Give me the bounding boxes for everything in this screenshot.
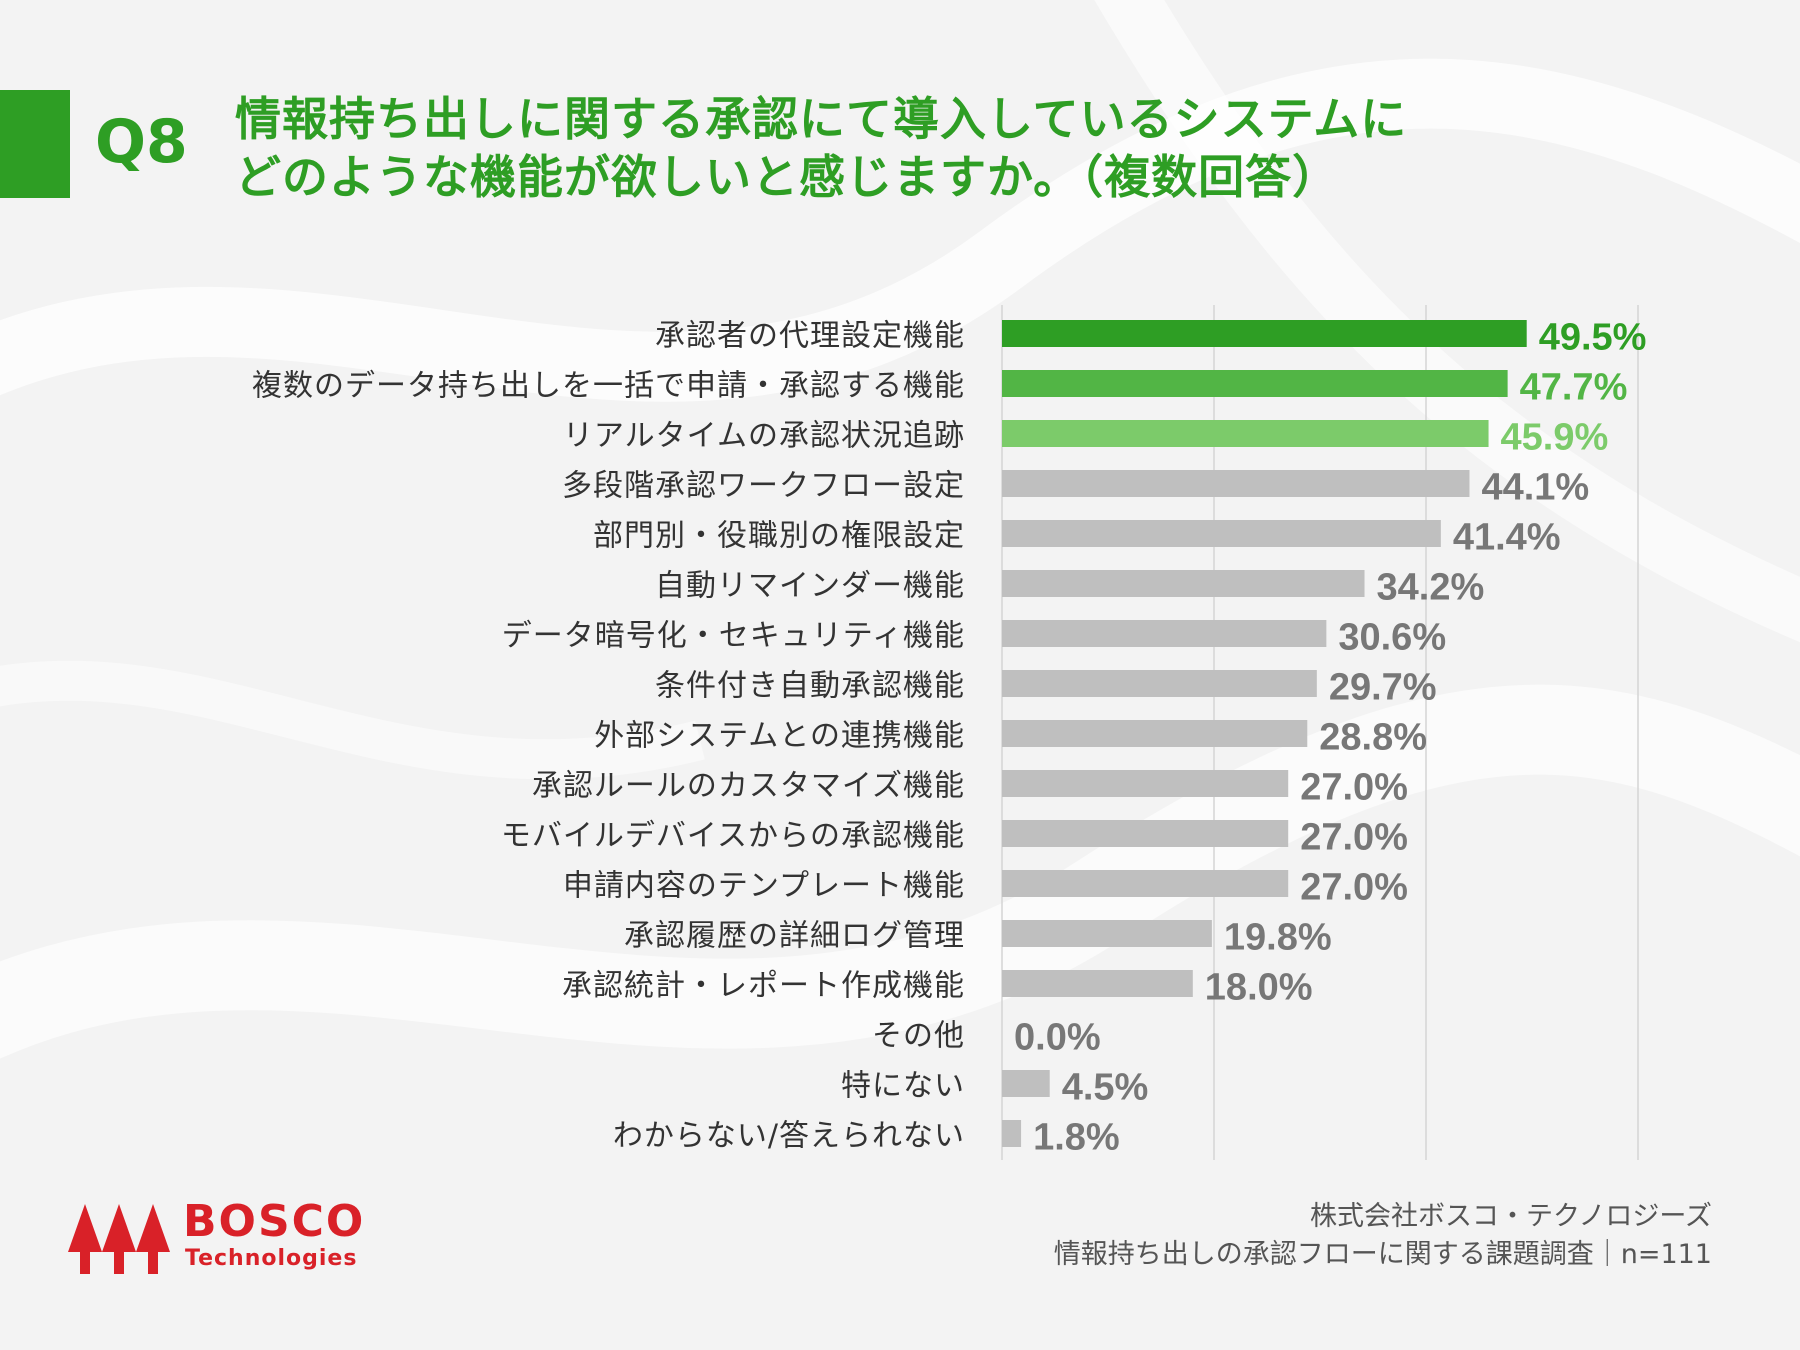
bar [1002,870,1289,897]
bar [1002,570,1365,597]
bar [1002,970,1193,997]
category-label: 承認統計・レポート作成機能 [562,969,965,1004]
bar [1002,520,1441,547]
category-label: 自動リマインダー機能 [655,569,965,604]
title-line-2: どのような機能が欲しいと感じますか。（複数回答） [235,150,1340,204]
footer-source: 株式会社ボスコ・テクノロジーズ 情報持ち出しの承認フローに関する課題調査｜n=1… [1054,1198,1712,1274]
category-labels: 承認者の代理設定機能複数のデータ持ち出しを一括で申請・承認する機能リアルタイムの… [252,319,965,1154]
bars [1002,320,1527,1147]
bar [1002,920,1212,947]
question-accent-block [0,90,70,198]
bar [1002,470,1470,497]
logo-tree-icon [68,1204,170,1274]
title-line-1: 情報持ち出しに関する承認にて導入しているシステムに [235,92,1408,146]
logo-name: BOSCO [183,1196,366,1247]
value-label: 44.1% [1481,467,1589,509]
bar [1002,670,1317,697]
bar [1002,1070,1050,1097]
category-label: わからない/答えられない [613,1119,965,1154]
category-label: その他 [872,1019,965,1054]
bar [1002,320,1527,347]
value-labels: 49.5% 47.7% 45.9% 44.1% 41.4% 34.2% 30.6% 29.7%… [1014,317,1646,1159]
value-label: 49.5% [1539,317,1647,359]
category-label: モバイルデバイスからの承認機能 [501,819,965,854]
value-label: 1.8% [1033,1117,1120,1159]
value-label: 27.0% [1300,867,1408,909]
footer-survey: 情報持ち出しの承認フローに関する課題調査｜n=111 [1053,1239,1712,1270]
category-label: 特にない [841,1069,965,1104]
bar [1002,620,1327,647]
value-label: 0.0% [1014,1017,1101,1059]
category-label: リアルタイムの承認状況追跡 [563,419,965,454]
value-label: 28.8% [1319,717,1427,759]
category-label: 承認者の代理設定機能 [655,319,965,354]
question-number: Q8 [95,107,188,177]
category-label: 部門別・役職別の権限設定 [593,519,965,554]
category-label: 承認履歴の詳細ログ管理 [624,919,965,954]
value-label: 29.7% [1329,667,1437,709]
value-label: 19.8% [1224,917,1332,959]
value-label: 45.9% [1501,417,1609,459]
value-label: 34.2% [1377,567,1485,609]
bar [1002,1120,1022,1147]
category-label: 申請内容のテンプレート機能 [563,869,965,904]
bar [1002,420,1489,447]
value-label: 47.7% [1520,367,1628,409]
bar [1002,370,1508,397]
value-label: 27.0% [1300,767,1408,809]
value-label: 18.0% [1205,967,1313,1009]
bar [1002,720,1308,747]
value-label: 41.4% [1453,517,1561,559]
category-label: 条件付き自動承認機能 [655,669,965,704]
logo-subtitle: Technologies [185,1246,358,1271]
category-label: 複数のデータ持ち出しを一括で申請・承認する機能 [252,369,965,404]
category-label: 外部システムとの連携機能 [594,719,965,754]
footer-company: 株式会社ボスコ・テクノロジーズ [1309,1201,1712,1232]
value-label: 30.6% [1338,617,1446,659]
bar [1002,820,1289,847]
page-title: 情報持ち出しに関する承認にて導入しているシステムに どのような機能が欲しいと感じ… [235,90,1735,206]
value-label: 27.0% [1300,817,1408,859]
category-label: データ暗号化・セキュリティ機能 [502,619,965,654]
bar [1002,770,1289,797]
category-label: 多段階承認ワークフロー設定 [562,469,965,504]
bosco-logo: BOSCO Technologies [68,1200,368,1280]
value-label: 4.5% [1062,1067,1149,1109]
category-label: 承認ルールのカスタマイズ機能 [532,769,965,804]
